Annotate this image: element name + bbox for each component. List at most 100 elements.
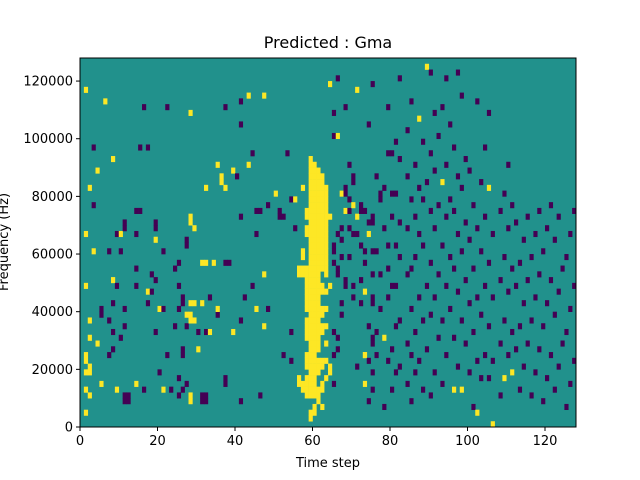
- heatmap-cell-high: [297, 265, 302, 272]
- heatmap-cell-low: [200, 392, 205, 399]
- heatmap-cell-high: [200, 300, 205, 307]
- heatmap-cell-low: [541, 398, 546, 405]
- heatmap-cell-low: [432, 369, 437, 376]
- heatmap-cell-high: [308, 328, 313, 336]
- heatmap-cell-low: [180, 352, 185, 359]
- heatmap-cell-high: [308, 300, 313, 307]
- heatmap-cell-low: [510, 328, 515, 336]
- heatmap-cell-low: [370, 219, 375, 226]
- heatmap-cell-high: [304, 323, 309, 330]
- heatmap-cell-high: [355, 86, 360, 93]
- heatmap-cell-low: [176, 259, 182, 266]
- heatmap-cell-low: [339, 225, 344, 232]
- heatmap-cell-high: [312, 236, 317, 243]
- heatmap-cell-low: [479, 375, 484, 382]
- heatmap-cell-low: [545, 225, 550, 232]
- heatmap-cell-low: [552, 236, 557, 243]
- heatmap-cell-low: [142, 104, 147, 111]
- heatmap-cell-high: [300, 380, 306, 387]
- x-tick-label: 120: [533, 434, 558, 449]
- heatmap-cell-high: [316, 271, 321, 278]
- heatmap-cell-low: [293, 225, 298, 232]
- heatmap-cell-high: [320, 173, 325, 180]
- heatmap-cell-high: [312, 392, 317, 399]
- heatmap-cell-high: [355, 213, 360, 220]
- heatmap-cell-high: [188, 311, 193, 318]
- heatmap-cell-low: [223, 380, 228, 387]
- heatmap-cell-low: [390, 150, 395, 157]
- heatmap-cell-low: [277, 213, 282, 220]
- heatmap-cell-low: [134, 230, 139, 238]
- heatmap-cell-low: [483, 213, 488, 220]
- heatmap-cell-low: [467, 236, 472, 243]
- heatmap-cell-high: [308, 236, 313, 243]
- heatmap-cell-high: [192, 300, 197, 307]
- heatmap-cell-low: [455, 230, 461, 238]
- heatmap-cell-high: [316, 369, 321, 376]
- heatmap-cell-low: [258, 392, 263, 399]
- heatmap-cell-low: [506, 352, 511, 359]
- heatmap-cell-high: [324, 242, 329, 249]
- heatmap-cell-low: [347, 254, 352, 261]
- heatmap-cell-low: [126, 398, 131, 405]
- heatmap-cell-high: [312, 317, 317, 324]
- heatmap-cell-low: [502, 190, 507, 197]
- heatmap-cell-high: [293, 196, 298, 203]
- heatmap-cell-low: [331, 380, 337, 387]
- heatmap-cell-low: [436, 202, 441, 209]
- heatmap-cell-low: [359, 277, 364, 284]
- heatmap-cell-low: [343, 104, 348, 111]
- heatmap-cell-low: [417, 294, 422, 301]
- heatmap-cell-high: [324, 230, 329, 238]
- heatmap-cell-low: [161, 248, 166, 255]
- y-tick-label: 0: [65, 421, 73, 436]
- y-tick-label: 120000: [23, 75, 73, 90]
- heatmap-cell-high: [304, 328, 309, 336]
- heatmap-cell-low: [486, 109, 492, 116]
- heatmap-cell-low: [517, 259, 523, 266]
- heatmap-cell-low: [463, 340, 468, 347]
- heatmap-cell-high: [316, 236, 321, 243]
- heatmap-cell-high: [316, 363, 321, 370]
- heatmap-cell-low: [339, 236, 344, 243]
- heatmap-cell-high: [145, 288, 151, 295]
- heatmap-cell-low: [149, 271, 154, 278]
- heatmap-cell-low: [552, 386, 557, 393]
- heatmap-cell-low: [432, 225, 437, 232]
- heatmap-cell-high: [328, 369, 333, 376]
- heatmap-cell-low: [122, 398, 127, 405]
- heatmap-cell-high: [320, 282, 325, 289]
- heatmap-cell-high: [312, 242, 317, 249]
- heatmap-cell-low: [479, 311, 484, 318]
- heatmap-cell-low: [145, 144, 151, 151]
- heatmap-cell-low: [521, 363, 526, 370]
- heatmap-cell-low: [173, 323, 178, 330]
- heatmap-cell-low: [393, 323, 399, 330]
- heatmap-cell-low: [390, 282, 395, 289]
- heatmap-cell-low: [370, 213, 375, 220]
- heatmap-cell-low: [223, 104, 228, 111]
- heatmap-cell-high: [320, 357, 325, 364]
- heatmap-cell-low: [343, 282, 348, 289]
- heatmap-cell-high: [312, 202, 317, 209]
- heatmap-cell-high: [308, 196, 313, 203]
- heatmap-cell-low: [238, 213, 244, 220]
- heatmap-cell-high: [324, 248, 329, 255]
- heatmap-cell-low: [227, 259, 232, 266]
- heatmap-cell-high: [304, 352, 309, 359]
- heatmap-cell-high: [312, 248, 317, 255]
- heatmap-cell-high: [324, 288, 329, 295]
- heatmap-cell-low: [204, 398, 209, 405]
- heatmap-cell-low: [351, 282, 356, 289]
- heatmap-cell-low: [250, 150, 255, 157]
- heatmap-cell-high: [161, 386, 166, 393]
- heatmap-cell-low: [475, 98, 480, 105]
- heatmap-cell-high: [316, 311, 321, 318]
- heatmap-cell-high: [316, 294, 321, 301]
- plot-area: [79, 57, 577, 428]
- heatmap-cell-low: [91, 202, 96, 209]
- heatmap-cell-high: [324, 323, 329, 330]
- heatmap-cell-low: [277, 207, 282, 214]
- heatmap-cell-low: [335, 334, 340, 341]
- heatmap-cell-high: [316, 207, 321, 214]
